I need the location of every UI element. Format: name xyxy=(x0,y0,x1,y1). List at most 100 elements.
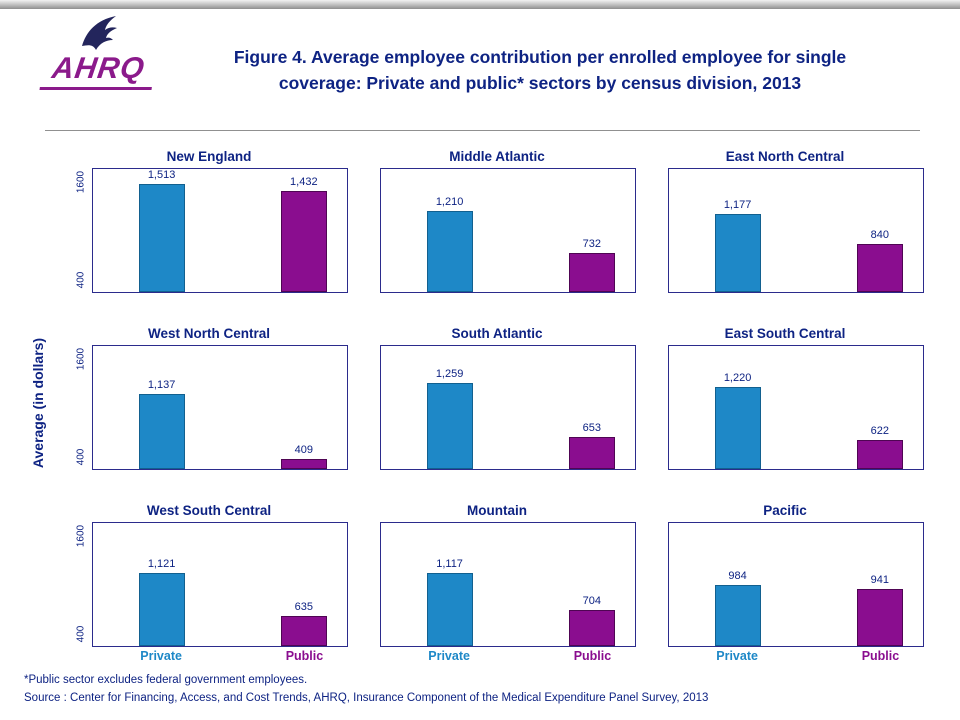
private-bar xyxy=(138,394,185,469)
private-bar xyxy=(714,213,761,292)
hhs-eagle-icon xyxy=(82,16,117,50)
axis-label-public: Public xyxy=(573,649,612,663)
public-value-label: 840 xyxy=(870,228,889,241)
y-axis-ticks: 1600 400 xyxy=(646,345,668,470)
private-value-label: 1,259 xyxy=(435,368,464,381)
charts-grid: New England 1600 400 1,513 1,432 Midd xyxy=(70,148,924,667)
public-value-label: 1,432 xyxy=(290,175,318,188)
figure-title-line1: Figure 4. Average employee contribution … xyxy=(233,47,847,67)
ahrq-logo: AHRQ xyxy=(39,12,157,90)
public-bar xyxy=(856,588,903,646)
private-bar xyxy=(426,383,473,469)
private-value-label: 1,117 xyxy=(436,558,463,571)
panel-title: East South Central xyxy=(724,326,846,341)
private-value-label: 1,210 xyxy=(435,195,464,208)
plot-area: 1,259 653 xyxy=(380,345,636,470)
panel-title: East North Central xyxy=(725,149,845,164)
public-bar xyxy=(280,190,327,292)
private-value-label: 1,121 xyxy=(147,557,176,570)
chart-panel: East South Central 1600 400 1,220 622 xyxy=(646,325,924,490)
axis-label-private: Private xyxy=(716,649,758,663)
plot-area: 1,117 704 xyxy=(380,522,636,647)
public-value-label: 704 xyxy=(582,594,601,607)
chart-panel: Middle Atlantic 1600 400 1,210 732 xyxy=(358,148,636,313)
ahrq-logo-text: AHRQ xyxy=(39,52,157,90)
y-axis-ticks: 1600 400 xyxy=(70,522,92,647)
public-value-label: 941 xyxy=(870,573,889,586)
panel-title: Mountain xyxy=(467,503,527,518)
public-bar xyxy=(280,616,327,646)
x-axis-labels: Private Public xyxy=(92,649,348,667)
plot-area: 1,121 635 xyxy=(92,522,348,647)
figure-title: Figure 4. Average employee contribution … xyxy=(175,44,905,97)
public-bar xyxy=(568,609,615,646)
axis-label-public: Public xyxy=(861,649,900,663)
panel-title: New England xyxy=(166,149,252,164)
footer: *Public sector excludes federal governme… xyxy=(24,672,934,708)
y-axis-ticks: 1600 400 xyxy=(70,168,92,293)
public-bar xyxy=(856,243,903,292)
y-axis-ticks: 1600 400 xyxy=(358,522,380,647)
x-axis-labels: Private Public xyxy=(380,649,636,667)
public-value-label: 622 xyxy=(870,425,889,438)
axis-label-private: Private xyxy=(428,649,470,663)
public-bar xyxy=(280,459,327,469)
private-bar xyxy=(138,183,185,292)
private-bar xyxy=(714,386,761,469)
private-bar xyxy=(426,573,473,646)
x-axis-labels: Private Public xyxy=(668,649,924,667)
public-bar xyxy=(856,440,903,469)
y-axis-ticks: 1600 400 xyxy=(358,345,380,470)
footnote: *Public sector excludes federal governme… xyxy=(24,674,308,686)
private-bar xyxy=(714,584,761,646)
chart-panel: West South Central 1600 400 1,121 635 Pr… xyxy=(70,502,348,667)
y-tick-upper: 1600 xyxy=(75,347,87,371)
private-value-label: 1,177 xyxy=(723,198,752,211)
y-axis-ticks: 1600 400 xyxy=(70,345,92,470)
panel-title: South Atlantic xyxy=(451,326,543,341)
chart-panel: South Atlantic 1600 400 1,259 653 xyxy=(358,325,636,490)
chart-panel: West North Central 1600 400 1,137 409 xyxy=(70,325,348,490)
private-value-label: 984 xyxy=(728,569,747,582)
private-bar xyxy=(426,210,473,292)
plot-area: 1,137 409 xyxy=(92,345,348,470)
plot-area: 1,210 732 xyxy=(380,168,636,293)
plot-area: 1,513 1,432 xyxy=(92,168,348,293)
public-bar xyxy=(568,253,615,292)
axis-label-private: Private xyxy=(140,649,182,663)
chart-panel: Pacific 1600 400 984 941 Private Public xyxy=(646,502,924,667)
y-tick-lower: 400 xyxy=(75,625,87,643)
private-value-label: 1,513 xyxy=(147,168,176,181)
private-value-label: 1,220 xyxy=(723,371,752,384)
chart-panel: New England 1600 400 1,513 1,432 xyxy=(70,148,348,313)
plot-area: 1,177 840 xyxy=(668,168,924,293)
source-line: Source : Center for Financing, Access, a… xyxy=(24,691,709,704)
y-tick-upper: 1600 xyxy=(75,170,87,194)
y-axis-label: Average (in dollars) xyxy=(30,337,46,469)
y-axis-ticks: 1600 400 xyxy=(358,168,380,293)
panel-title: West North Central xyxy=(147,326,270,341)
panel-title: West South Central xyxy=(146,503,272,518)
y-axis-ticks: 1600 400 xyxy=(646,522,668,647)
plot-area: 984 941 xyxy=(668,522,924,647)
chart-panel: East North Central 1600 400 1,177 840 xyxy=(646,148,924,313)
private-value-label: 1,137 xyxy=(147,379,176,392)
private-bar xyxy=(138,572,185,646)
public-value-label: 635 xyxy=(294,601,313,614)
public-value-label: 732 xyxy=(582,238,601,251)
y-tick-lower: 400 xyxy=(75,448,87,466)
public-bar xyxy=(568,437,615,469)
figure-title-line2: coverage: Private and public* sectors by… xyxy=(278,73,802,94)
top-gradient-bar xyxy=(0,0,960,9)
plot-area: 1,220 622 xyxy=(668,345,924,470)
panel-title: Pacific xyxy=(763,503,807,518)
axis-label-public: Public xyxy=(285,649,324,663)
y-axis-ticks: 1600 400 xyxy=(646,168,668,293)
public-value-label: 409 xyxy=(294,444,313,457)
panel-title: Middle Atlantic xyxy=(449,149,545,164)
y-tick-upper: 1600 xyxy=(75,524,87,548)
y-tick-lower: 400 xyxy=(75,271,87,289)
chart-panel: Mountain 1600 400 1,117 704 Private Publ… xyxy=(358,502,636,667)
public-value-label: 653 xyxy=(582,422,601,435)
